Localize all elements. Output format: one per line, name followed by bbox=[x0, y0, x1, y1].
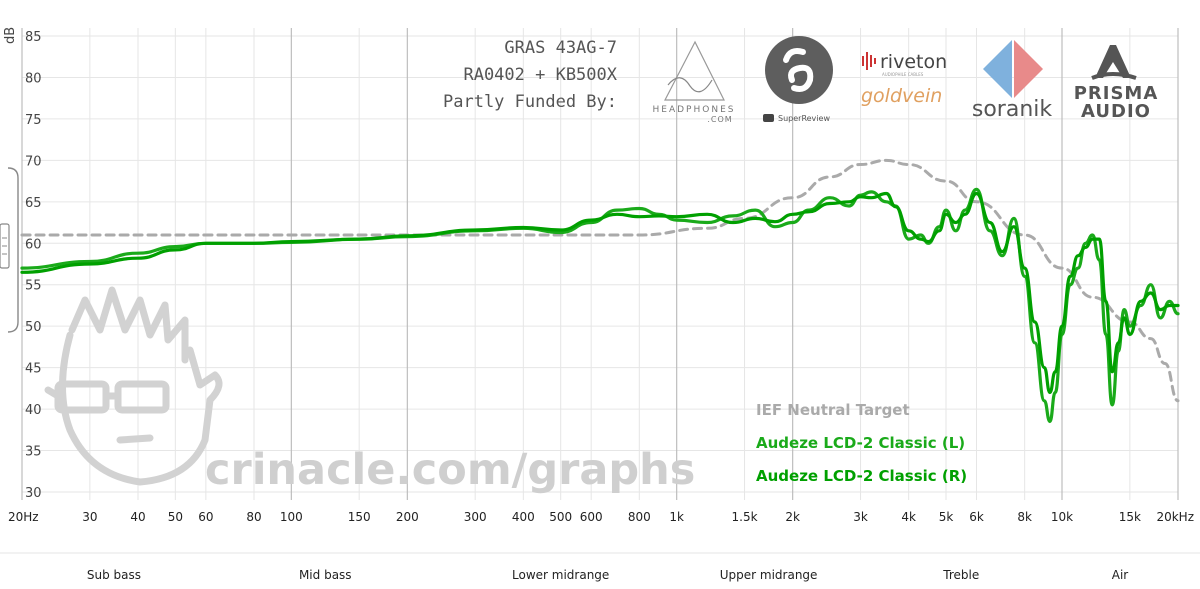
y-tick-label: 50 bbox=[25, 320, 42, 335]
x-tick-label: 1k bbox=[669, 510, 684, 524]
y-tick-label: 45 bbox=[25, 362, 42, 377]
y-tick-label: 75 bbox=[25, 113, 42, 128]
headphones-logo-text: HEADPHONES bbox=[653, 105, 736, 115]
band-label: Upper midrange bbox=[720, 568, 818, 582]
y-scale-drag-handle[interactable] bbox=[0, 167, 19, 333]
x-tick-label: 800 bbox=[628, 510, 651, 524]
x-tick-label: 20Hz bbox=[8, 510, 39, 524]
y-tick-label: 30 bbox=[25, 486, 42, 501]
y-tick-label: 80 bbox=[25, 71, 42, 86]
riveton-text: riveton bbox=[880, 51, 947, 73]
x-tick-label: 500 bbox=[549, 510, 572, 524]
band-label: Mid bass bbox=[299, 568, 352, 582]
riveton-logo: riveton AUDIOPHILE CABLES goldvein bbox=[861, 51, 947, 107]
prisma-text: PRISMA bbox=[1074, 83, 1159, 104]
soranik-logo: soranik bbox=[972, 40, 1053, 122]
x-tick-label: 100 bbox=[280, 510, 303, 524]
y-tick-label: 55 bbox=[25, 279, 42, 294]
x-tick-label: 20kHz bbox=[1156, 510, 1194, 524]
goldvein-text: goldvein bbox=[861, 85, 942, 107]
x-tick-label: 15k bbox=[1119, 510, 1141, 524]
y-tick-label: 65 bbox=[25, 196, 42, 211]
band-label: Air bbox=[1112, 568, 1129, 582]
frequency-bands: Sub bass Mid bass Lower midrange Upper midr… bbox=[87, 568, 1128, 582]
legend-item-right[interactable]: Audeze LCD-2 Classic (R) bbox=[756, 467, 967, 485]
x-tick-label: 5k bbox=[939, 510, 954, 524]
prisma-audio-logo: PRISMA AUDIO bbox=[1074, 45, 1159, 122]
legend-item-left[interactable]: Audeze LCD-2 Classic (L) bbox=[756, 434, 965, 452]
band-label: Treble bbox=[942, 568, 979, 582]
youtube-icon bbox=[763, 114, 774, 122]
x-tick-label: 30 bbox=[82, 510, 97, 524]
x-tick-label: 60 bbox=[198, 510, 213, 524]
right-channel-curve bbox=[20, 191, 1180, 395]
x-tick-label: 3k bbox=[853, 510, 868, 524]
y-axis-unit: dB bbox=[3, 27, 18, 44]
x-tick-label: 80 bbox=[246, 510, 261, 524]
x-tick-label: 2k bbox=[785, 510, 800, 524]
x-tick-label: 1.5k bbox=[732, 510, 758, 524]
y-tick-label: 35 bbox=[25, 445, 42, 460]
y-tick-label: 70 bbox=[25, 154, 42, 169]
x-tick-label: 200 bbox=[396, 510, 419, 524]
watermark-text: crinacle.com/graphs bbox=[205, 445, 695, 495]
x-tick-label: 8k bbox=[1017, 510, 1032, 524]
headphones-com-logo: HEADPHONES .COM bbox=[653, 40, 736, 124]
soranik-text: soranik bbox=[972, 97, 1053, 122]
superreview-logo: SuperReview bbox=[763, 36, 833, 123]
y-tick-label: 85 bbox=[25, 30, 42, 45]
rig-line-3: Partly Funded By: bbox=[443, 92, 617, 112]
curves bbox=[20, 158, 1180, 424]
x-tick-label: 400 bbox=[512, 510, 535, 524]
legend-item-target[interactable]: IEF Neutral Target bbox=[756, 401, 910, 419]
rig-line-1: GRAS 43AG-7 bbox=[504, 38, 617, 58]
x-axis-ticks: 20Hz 30 40 50 60 80 100 150 200 300 400 500 600 800 1k… bbox=[8, 510, 1194, 524]
superreview-text: SuperReview bbox=[778, 114, 830, 123]
y-tick-label: 40 bbox=[25, 403, 42, 418]
band-label: Lower midrange bbox=[512, 568, 609, 582]
x-tick-label: 300 bbox=[464, 510, 487, 524]
y-axis-ticks: 85 80 75 70 65 60 55 50 45 40 35 30 bbox=[25, 30, 42, 501]
x-tick-label: 50 bbox=[168, 510, 183, 524]
legend: IEF Neutral Target Audeze LCD-2 Classic … bbox=[756, 401, 967, 485]
x-tick-label: 10k bbox=[1051, 510, 1073, 524]
headphones-logo-sub: .COM bbox=[707, 115, 732, 124]
rig-line-2: RA0402 + KB500X bbox=[463, 65, 617, 85]
y-tick-label: 60 bbox=[25, 237, 42, 252]
x-tick-label: 6k bbox=[969, 510, 984, 524]
grid bbox=[21, 28, 1179, 500]
riveton-subtext: AUDIOPHILE CABLES bbox=[882, 72, 924, 77]
band-label: Sub bass bbox=[87, 568, 141, 582]
x-tick-label: 40 bbox=[130, 510, 145, 524]
crinacle-mascot-watermark bbox=[44, 286, 223, 486]
audio-text: AUDIO bbox=[1081, 101, 1151, 122]
x-tick-label: 150 bbox=[348, 510, 371, 524]
x-tick-label: 4k bbox=[901, 510, 916, 524]
x-tick-label: 600 bbox=[580, 510, 603, 524]
